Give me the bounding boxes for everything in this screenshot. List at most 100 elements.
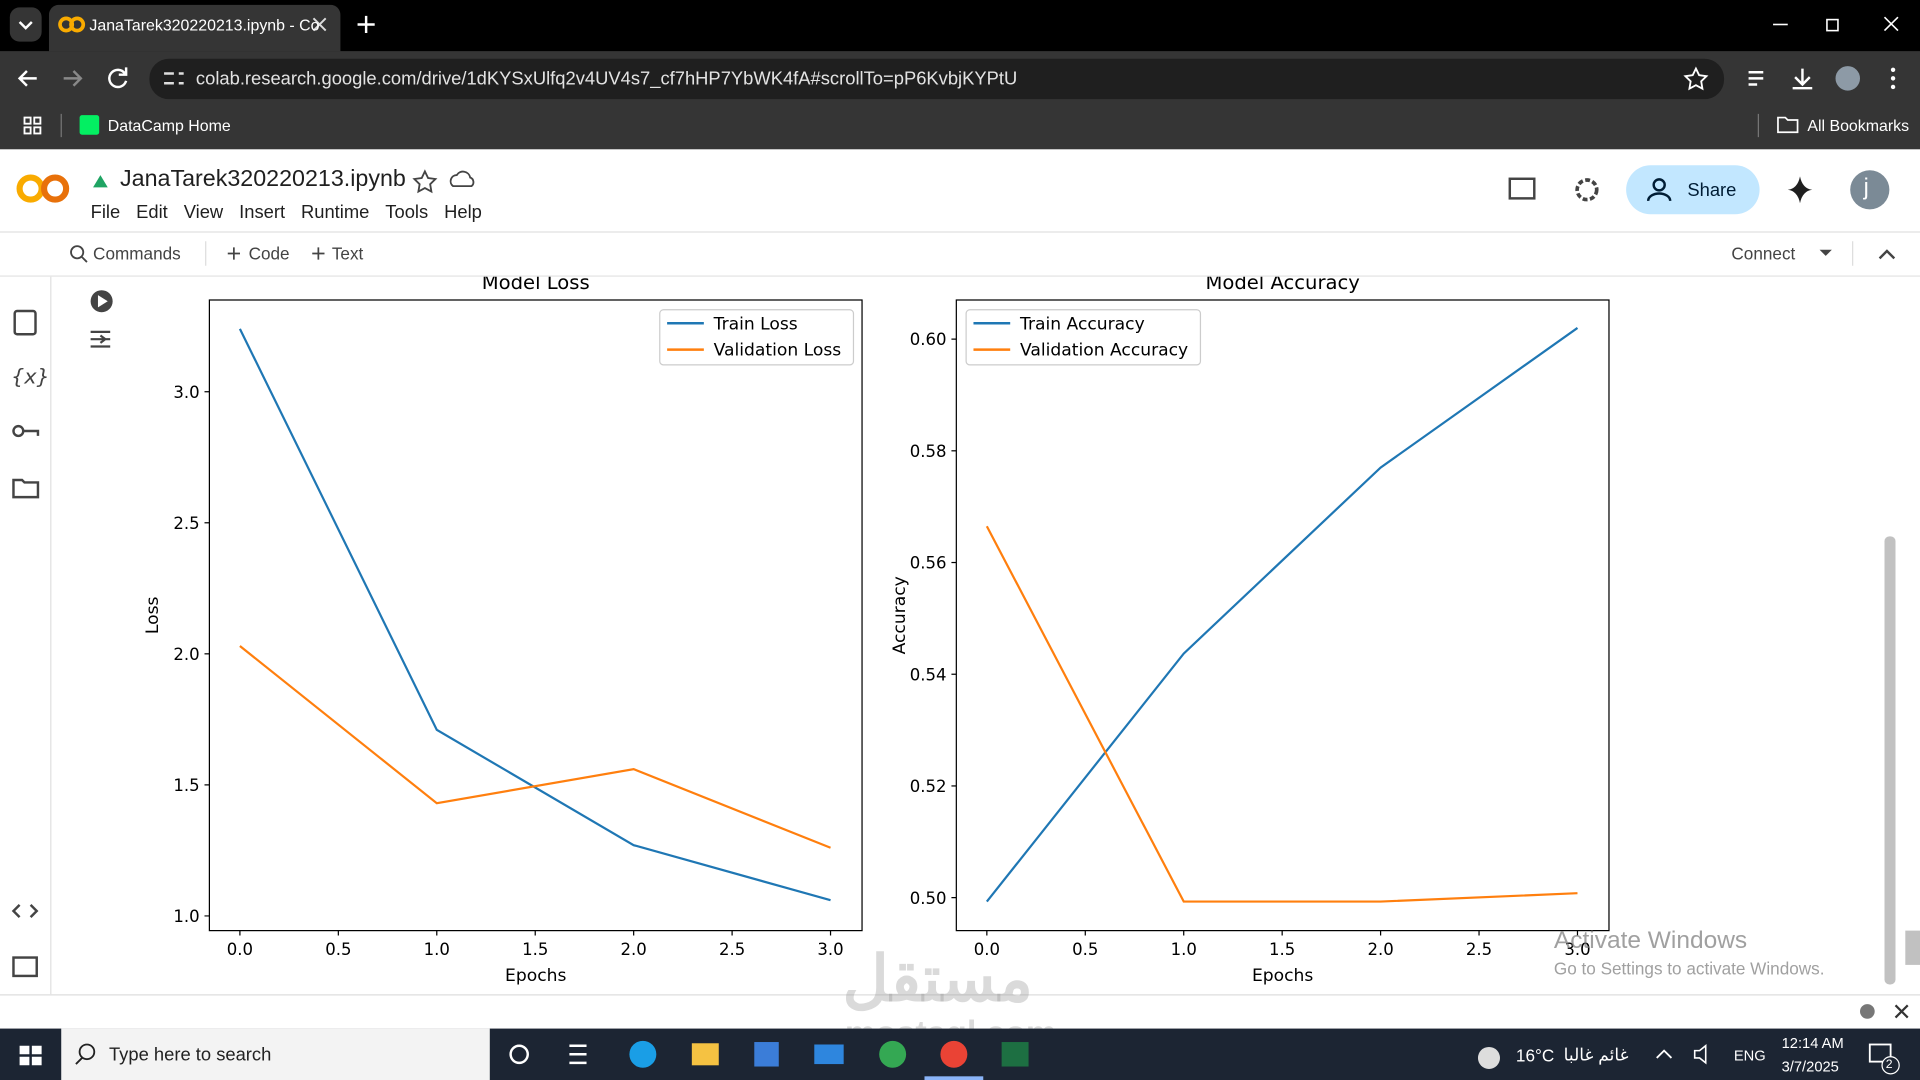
close-window[interactable] [1883, 16, 1899, 32]
collapse[interactable] [1878, 249, 1896, 260]
forward[interactable] [63, 70, 83, 87]
share-label[interactable]: Share [1687, 180, 1737, 201]
colab-icons [0, 165, 1920, 277]
terminal[interactable] [12, 956, 38, 978]
widgets[interactable] [569, 1044, 587, 1065]
legend: Train Accuracy Validation Accuracy [965, 309, 1202, 366]
scrollbar[interactable] [1884, 536, 1896, 985]
y-tick-label: 2.0 [173, 645, 199, 664]
colab-logo [41, 174, 70, 203]
bookmark-star[interactable] [1683, 66, 1709, 91]
activate-subtitle: Go to Settings to activate Windows. [1553, 958, 1825, 979]
menu-item[interactable]: Insert [239, 202, 286, 223]
series-line [239, 645, 831, 849]
tab-close[interactable] [312, 17, 327, 32]
volume[interactable] [1693, 1044, 1707, 1065]
avatar[interactable] [1850, 170, 1890, 210]
chrome[interactable] [879, 1040, 907, 1068]
y-tick-label: 0.60 [910, 330, 947, 349]
bookmark[interactable]: DataCamp Home [107, 116, 231, 135]
add-code[interactable]: Code [248, 243, 290, 264]
y-tick-label: 1.0 [173, 907, 199, 926]
legend-label: Train Loss [713, 314, 798, 334]
find[interactable] [13, 309, 37, 336]
x-tick-label: 0.5 [1072, 940, 1098, 959]
new-tab[interactable] [357, 15, 375, 34]
chrome-2[interactable] [940, 1040, 968, 1068]
restore[interactable] [1826, 18, 1839, 32]
mail[interactable] [814, 1044, 844, 1065]
y-tick-label: 0.50 [910, 889, 947, 908]
downloads[interactable] [1792, 68, 1813, 90]
x-axis-label: Epochs [1252, 966, 1313, 986]
files[interactable] [12, 478, 40, 499]
add-text[interactable]: Text [331, 243, 364, 264]
commands[interactable]: Commands [93, 243, 181, 264]
search-box[interactable] [61, 1028, 490, 1080]
active-tab[interactable] [48, 4, 341, 52]
search-placeholder[interactable]: Type here to search [108, 1044, 272, 1066]
site-info[interactable] [164, 72, 184, 85]
avatar-initial: j [1863, 175, 1869, 201]
start[interactable] [19, 1045, 42, 1066]
date[interactable]: 3/7/2025 [1781, 1057, 1839, 1076]
x-tick-label: 3.0 [817, 940, 843, 959]
variables-icon[interactable]: {x} [11, 364, 50, 388]
notifications[interactable] [1868, 1043, 1892, 1063]
settings[interactable] [1575, 178, 1599, 202]
browser-icons [0, 7, 1920, 150]
excel[interactable] [1001, 1042, 1029, 1067]
y-tick-label: 0.56 [910, 554, 947, 573]
language[interactable]: ENG [1733, 1046, 1766, 1065]
series-line [238, 328, 831, 902]
time[interactable]: 12:14 AM [1781, 1034, 1844, 1052]
folder-icon [1777, 116, 1799, 134]
x-tick-label: 1.5 [522, 940, 548, 959]
back[interactable] [17, 70, 37, 87]
activate-title: Activate Windows [1553, 926, 1748, 954]
menu-bar: File Edit View Insert Runtime Tools Help [91, 202, 498, 224]
explorer[interactable] [691, 1043, 719, 1066]
menu-item[interactable]: Help [444, 202, 482, 223]
x-tick-label: 0.0 [974, 940, 1000, 959]
gemini[interactable] [1787, 176, 1813, 204]
comments[interactable] [1508, 177, 1536, 200]
all-bookmarks[interactable]: All Bookmarks [1807, 116, 1910, 135]
url[interactable]: colab.research.google.com/drive/1dKYSxUl… [195, 68, 1018, 90]
chart-title: Model Accuracy [1205, 277, 1359, 294]
connect[interactable]: Connect [1731, 243, 1796, 264]
plot-frame [955, 299, 1610, 932]
edge[interactable] [629, 1040, 657, 1068]
menu-item[interactable]: File [90, 202, 121, 223]
menu-item[interactable]: Tools [385, 202, 429, 223]
task-view[interactable] [509, 1044, 529, 1065]
address-bar[interactable] [149, 58, 1725, 100]
reload[interactable] [108, 67, 128, 89]
star[interactable] [412, 169, 438, 194]
y-tick-label: 0.54 [910, 665, 947, 684]
store[interactable] [754, 1042, 779, 1067]
menu-item[interactable]: Edit [136, 202, 168, 223]
notification-count: 2 [1885, 1057, 1893, 1072]
share-button[interactable] [1626, 165, 1760, 215]
output-toggle[interactable] [90, 330, 111, 348]
y-tick-label: 0.52 [910, 777, 947, 796]
chevron [18, 21, 33, 30]
legend-label: Train Accuracy [1019, 314, 1145, 334]
x-tick-label: 0.5 [325, 940, 351, 959]
profile[interactable] [1835, 66, 1861, 91]
y-tick-label: 0.58 [910, 442, 947, 461]
y-axis-label: Loss [143, 596, 163, 634]
media[interactable] [1748, 71, 1764, 86]
cloud[interactable] [449, 170, 475, 188]
menu-item[interactable]: Runtime [300, 202, 370, 223]
filename[interactable]: JanaTarek320220213.ipynb [120, 166, 406, 193]
code-snippets[interactable] [11, 904, 39, 919]
legend-box [965, 309, 1202, 366]
x-tick-label: 3.0 [1564, 940, 1590, 959]
menu-item[interactable]: View [183, 202, 224, 223]
tab-menu[interactable] [9, 7, 42, 42]
taskbar-icons [19, 1040, 1900, 1080]
